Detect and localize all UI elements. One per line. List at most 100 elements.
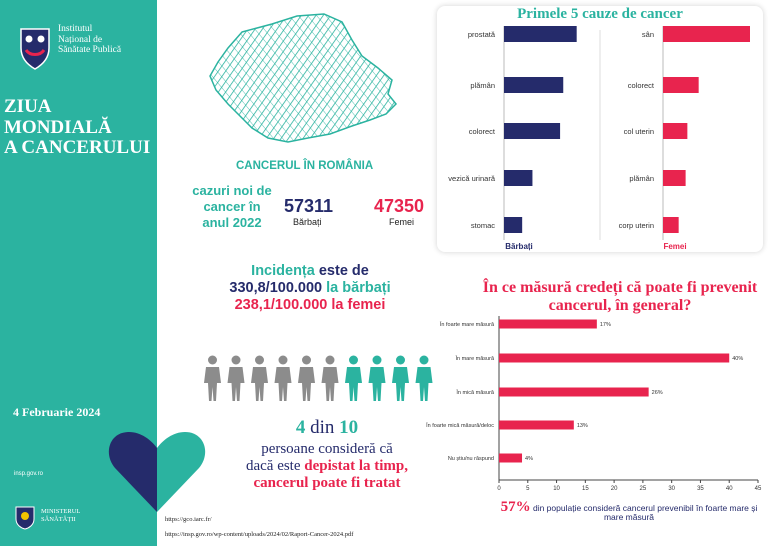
x-tick-label: 25 [640, 486, 647, 492]
person-body [392, 367, 409, 401]
incidence-men: 330,8/100.000 la bărbați [190, 280, 430, 297]
x-tick-label: 30 [668, 486, 675, 492]
person-head [372, 355, 382, 365]
person-head [278, 355, 288, 365]
ministry-line: MINISTERUL [41, 508, 81, 515]
bar [663, 26, 750, 42]
men-unit: /100.000 [265, 280, 323, 296]
top5-chart: prostată plămân colorect vezică urinară stom… [448, 26, 750, 251]
institute-line: Național de [58, 34, 103, 45]
women-cases-value: 47350 [374, 196, 425, 216]
prevention-chart: În foarte mare măsură 17% În mare măsură 40… [425, 316, 762, 492]
ratio-din: din [305, 417, 340, 438]
statement-highlight: depistat la timp, [304, 458, 409, 474]
category-label: vezică urinară [448, 174, 496, 183]
person-icon [227, 355, 245, 401]
bar [499, 353, 730, 363]
x-tick-label: 20 [611, 486, 618, 492]
statement-highlight: cancerul poate fi tratat [253, 475, 401, 491]
bar [504, 123, 561, 139]
bar [663, 77, 699, 93]
person-icon [251, 355, 268, 401]
person-body [204, 367, 221, 401]
sidebar: Institutul Național de Sănătate Publică … [0, 0, 157, 546]
women-unit: /100.000 [270, 297, 328, 313]
data-label: 40% [732, 356, 743, 362]
category-label: În foarte mare măsură [439, 321, 495, 328]
person-head [208, 355, 217, 365]
bar [504, 170, 533, 186]
survey-statement: persoane consideră că dacă este depistat… [207, 441, 447, 492]
panel-title: Bărbați [505, 242, 533, 251]
romania-map-icon [209, 13, 398, 143]
person-head [325, 355, 335, 365]
data-label: 4% [525, 456, 533, 462]
category-label: În mică măsură [455, 389, 495, 396]
data-label: 26% [652, 390, 663, 396]
category-label: În mare măsură [454, 355, 494, 362]
men-cases-value: 57311 [284, 196, 334, 216]
person-body [274, 367, 292, 401]
x-tick-label: 5 [526, 486, 530, 492]
x-tick-label: 45 [755, 486, 762, 492]
category-label: plămân [470, 81, 495, 90]
person-icon [298, 355, 315, 401]
bar [499, 453, 523, 463]
person-icon [368, 355, 386, 401]
x-tick-label: 10 [553, 486, 560, 492]
person-body [345, 367, 362, 401]
person-body [368, 367, 386, 401]
women-text: la femei [327, 297, 386, 313]
men-rate: 330,8 [229, 280, 266, 296]
source-link[interactable]: https://insp.gov.ro/wp-content/uploads/2… [165, 531, 354, 538]
person-head [231, 355, 241, 365]
cases-label: cazuri noi de cancer în anul 2022 [192, 183, 272, 230]
statement-line: cancerul poate fi tratat [207, 475, 447, 492]
title-line: A CANCERULUI [4, 137, 151, 158]
website-label: insp.gov.ro [14, 471, 43, 477]
incidence-women: 238,1/100.000 la femei [190, 297, 430, 314]
statement-line: persoane consideră că [261, 441, 393, 457]
person-icon [392, 355, 409, 401]
bar [504, 26, 577, 42]
person-body [298, 367, 315, 401]
ministry-line: SĂNĂTĂȚII [41, 515, 76, 523]
statement-part: dacă este [245, 458, 305, 474]
romania-title: CANCERUL ÎN ROMÂNIA [236, 160, 374, 172]
ministry-crest-icon [15, 506, 35, 530]
ratio-n1: 4 [295, 417, 306, 438]
incidence-heading: Incidența este de [190, 263, 430, 280]
x-tick-label: 35 [697, 486, 704, 492]
person-icon [204, 355, 221, 401]
women-label: Femei [389, 217, 415, 227]
category-label: corp uterin [619, 221, 654, 230]
incidence-suffix: este de [314, 263, 369, 279]
bar [663, 217, 679, 233]
data-label: 17% [600, 322, 611, 328]
top5-title: Primele 5 cauze de cancer [517, 6, 683, 22]
person-head [419, 355, 429, 365]
men-label: Bărbați [293, 217, 322, 227]
statement-line: dacă este depistat la timp, [207, 458, 447, 475]
note-value: 57% [500, 499, 531, 515]
category-label: col uterin [624, 127, 654, 136]
category-label: colorect [628, 81, 655, 90]
bar [499, 387, 649, 397]
source-link[interactable]: https://gco.iarc.fr/ [165, 516, 212, 523]
institute-name: Institutul Național de Sănătate Publică [58, 24, 121, 56]
prevention-title: În ce măsură credeți că poate fi preveni… [482, 279, 758, 314]
person-icon [274, 355, 292, 401]
bar [504, 77, 564, 93]
bar [504, 217, 523, 233]
incidence-block: Incidența este de 330,8/100.000 la bărba… [190, 263, 430, 314]
men-text: la bărbați [322, 280, 391, 296]
x-tick-label: 40 [726, 486, 733, 492]
institute-line: Institutul [58, 24, 93, 34]
panel-title: Femei [663, 242, 686, 251]
ratio-n2: 10 [339, 417, 359, 438]
person-icon [321, 355, 339, 401]
category-label: colorect [469, 127, 496, 136]
bar [663, 123, 688, 139]
category-label: În foarte mică măsură/deloc [425, 422, 494, 429]
person-body [415, 367, 433, 401]
